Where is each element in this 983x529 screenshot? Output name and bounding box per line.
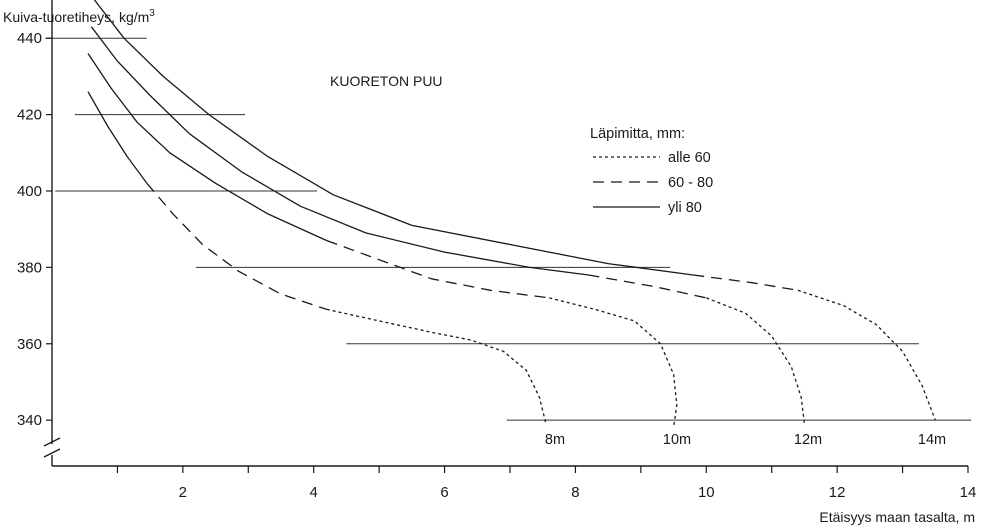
- y-tick-label-360: 360: [17, 336, 42, 353]
- curve-10m-solid-segment: [87, 53, 328, 242]
- chart-title: KUORETON PUU: [330, 73, 443, 89]
- x-tick-label-8: 8: [571, 484, 579, 501]
- y-tick-label-420: 420: [17, 107, 42, 124]
- curve-10m-dashed-segment: [326, 239, 550, 299]
- legend-label-dashed: 60 - 80: [668, 175, 713, 191]
- y-axis-break-mark-lower: [43, 448, 61, 458]
- x-tick-label-4: 4: [310, 484, 318, 501]
- curve-label-12m: 12m: [794, 432, 822, 448]
- tick-marks: [46, 37, 969, 473]
- x-tick-label-14: 14: [960, 484, 977, 501]
- curve-label-8m: 8m: [545, 432, 565, 448]
- y-tick-label-380: 380: [17, 259, 42, 276]
- legend-label-dotted: alle 60: [668, 150, 711, 166]
- axes: [43, 0, 968, 467]
- legend: Läpimitta, mm: alle 60 60 - 80 yli 80: [590, 126, 713, 216]
- curve-12m-dotted-segment: [706, 297, 806, 425]
- x-tick-label-10: 10: [698, 484, 715, 501]
- curve-12m-dashed-segment: [588, 274, 707, 299]
- y-axis-break-mark-upper: [43, 437, 61, 447]
- y-tick-label-440: 440: [17, 30, 42, 47]
- curve-8m-dashed-segment: [146, 182, 328, 311]
- curve-8m-solid-segment: [87, 91, 148, 184]
- curve-10m-dotted-segment: [549, 297, 678, 428]
- curve-labels: 8m 10m 12m 14m: [545, 432, 946, 448]
- x-axis-title: Etäisyys maan tasalta, m: [819, 509, 975, 525]
- y-tick-label-340: 340: [17, 412, 42, 429]
- reference-lines: [45, 37, 972, 421]
- legend-title: Läpimitta, mm:: [590, 126, 685, 142]
- curve-label-10m: 10m: [663, 432, 691, 448]
- y-axis-title: Kuiva-tuoretiheys, kg/m3: [3, 8, 155, 25]
- x-tick-label-2: 2: [179, 484, 187, 501]
- curve-14m-dotted-segment: [797, 289, 936, 421]
- x-tick-label-6: 6: [440, 484, 448, 501]
- curve-14m-solid-segment: [93, 0, 694, 276]
- tick-labels: 2 4 6 8 10 12 14 340 360 380 400 420 440: [17, 30, 976, 501]
- series-curves: [87, 0, 936, 428]
- curve-12m-solid-segment: [90, 26, 589, 276]
- y-tick-label-400: 400: [17, 183, 42, 200]
- curve-14m-dashed-segment: [693, 274, 799, 291]
- curve-8m-dotted-segment: [326, 308, 547, 425]
- y-axis-title-superscript: 3: [149, 8, 155, 19]
- legend-label-solid: yli 80: [668, 200, 702, 216]
- x-tick-label-12: 12: [829, 484, 846, 501]
- curve-label-14m: 14m: [918, 432, 946, 448]
